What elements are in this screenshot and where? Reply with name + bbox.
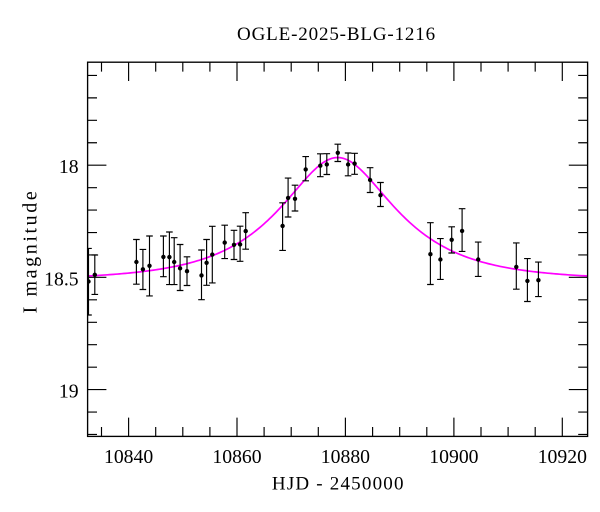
svg-text:10920: 10920	[538, 446, 587, 468]
svg-text:10900: 10900	[429, 446, 478, 468]
svg-text:10860: 10860	[212, 446, 261, 468]
svg-text:I magnitude: I magnitude	[20, 189, 42, 314]
svg-text:18: 18	[59, 156, 79, 178]
svg-text:18.5: 18.5	[44, 268, 79, 290]
svg-text:OGLE-2025-BLG-1216: OGLE-2025-BLG-1216	[237, 24, 436, 45]
svg-text:HJD - 2450000: HJD - 2450000	[272, 474, 405, 495]
svg-text:10880: 10880	[321, 446, 370, 468]
svg-text:19: 19	[59, 381, 79, 403]
svg-text:10840: 10840	[104, 446, 153, 468]
